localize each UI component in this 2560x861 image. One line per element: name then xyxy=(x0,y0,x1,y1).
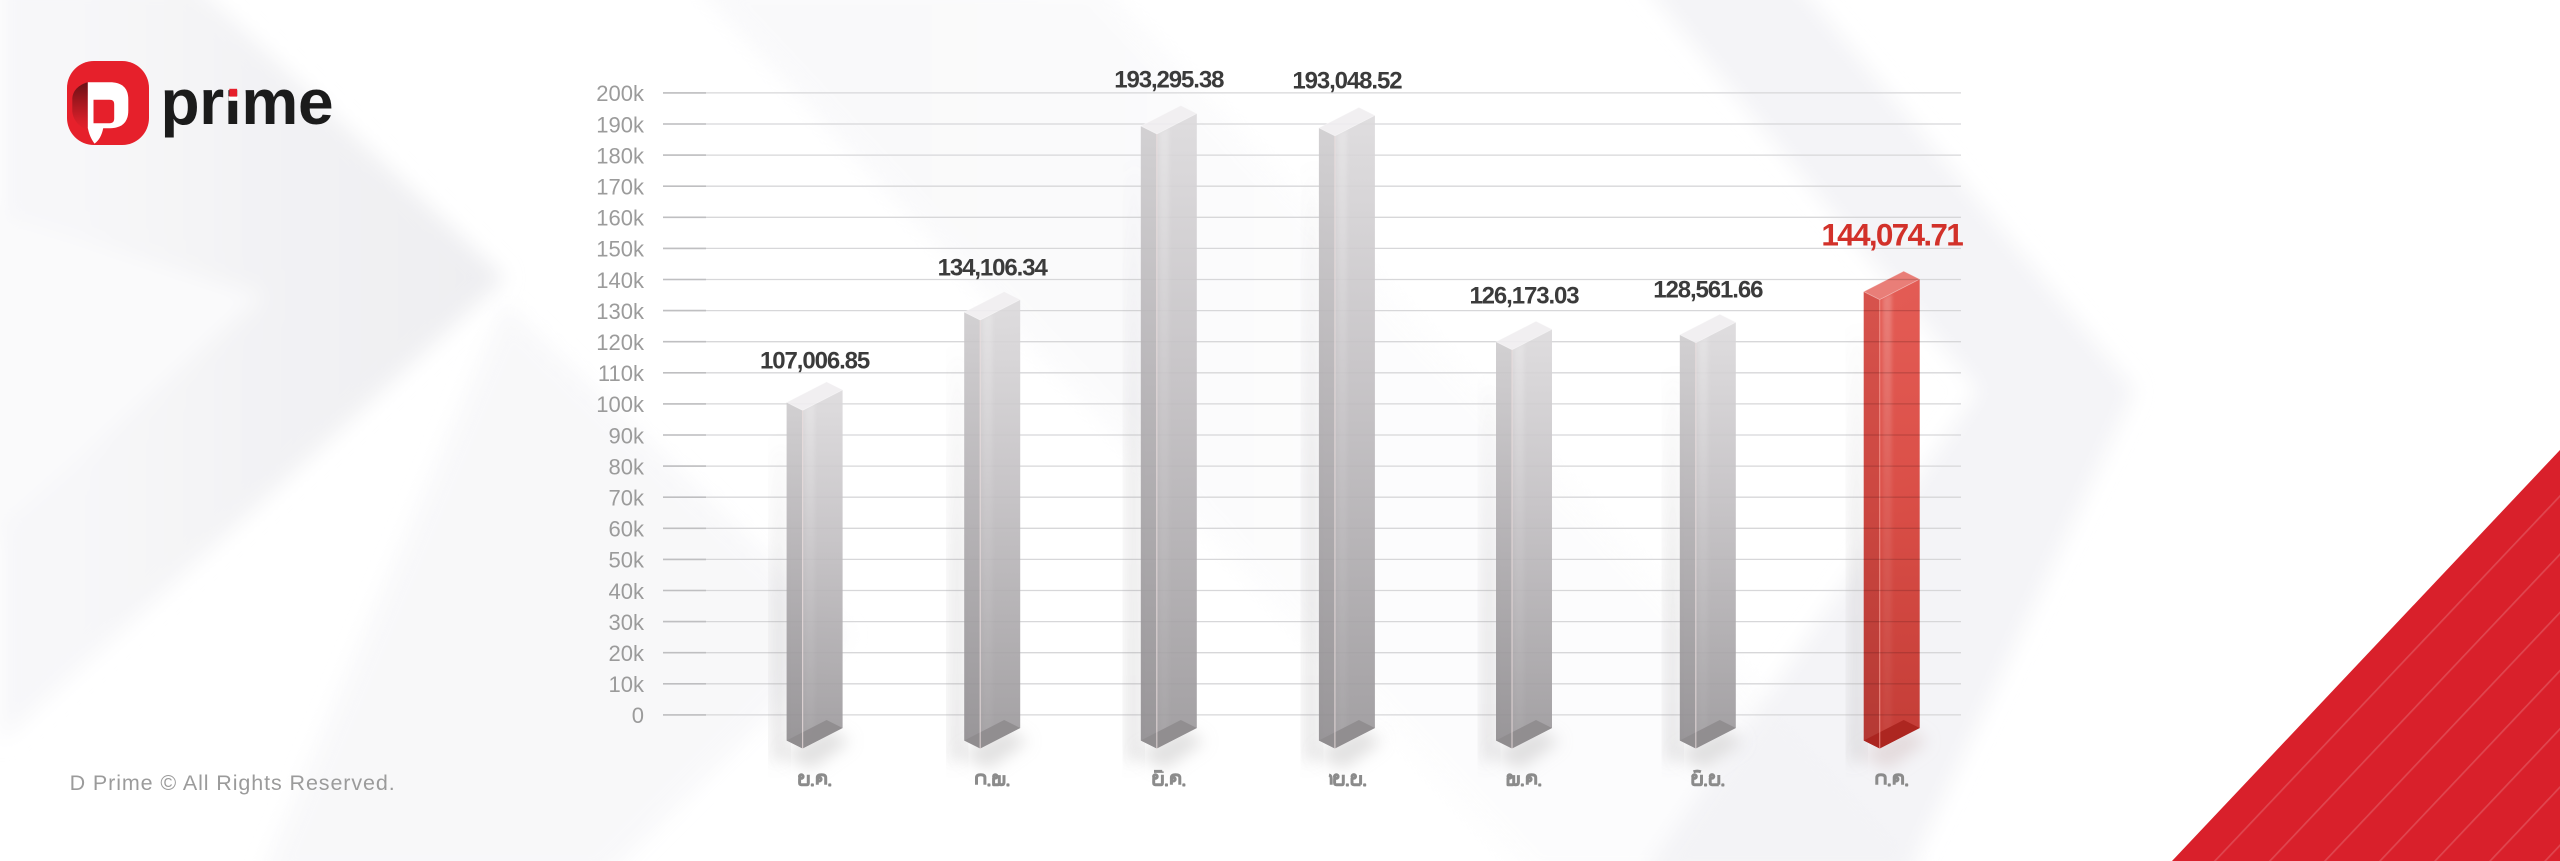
svg-text:128,561.66: 128,561.66 xyxy=(1653,276,1763,303)
svg-text:0: 0 xyxy=(632,703,644,728)
svg-text:130k: 130k xyxy=(596,299,645,324)
svg-text:170k: 170k xyxy=(596,175,645,200)
svg-text:120k: 120k xyxy=(596,330,645,355)
svg-text:140k: 140k xyxy=(596,268,645,293)
svg-text:134,106.34: 134,106.34 xyxy=(938,255,1049,282)
svg-text:193,295.38: 193,295.38 xyxy=(1114,67,1224,94)
svg-text:90k: 90k xyxy=(609,423,645,448)
svg-text:50k: 50k xyxy=(609,548,645,573)
svg-text:190k: 190k xyxy=(596,112,645,137)
svg-text:110k: 110k xyxy=(598,361,645,386)
svg-text:30k: 30k xyxy=(609,610,645,635)
svg-text:20k: 20k xyxy=(609,641,645,666)
svg-text:60k: 60k xyxy=(609,517,645,542)
svg-text:126,173.03: 126,173.03 xyxy=(1469,283,1579,310)
svg-text:80k: 80k xyxy=(609,454,645,479)
svg-text:150k: 150k xyxy=(596,237,645,262)
svg-text:180k: 180k xyxy=(596,143,645,168)
svg-text:D Prime © All Rights Reserved.: D Prime © All Rights Reserved. xyxy=(70,771,396,795)
svg-text:193,048.52: 193,048.52 xyxy=(1292,67,1402,94)
svg-text:100k: 100k xyxy=(596,392,645,417)
svg-text:144,074.71: 144,074.71 xyxy=(1821,217,1963,253)
svg-text:200k: 200k xyxy=(596,81,645,106)
svg-text:107,006.85: 107,006.85 xyxy=(760,347,870,374)
svg-text:10k: 10k xyxy=(609,672,645,697)
svg-text:prıme: prıme xyxy=(161,66,334,138)
svg-text:40k: 40k xyxy=(609,579,645,604)
svg-text:160k: 160k xyxy=(596,206,645,231)
svg-text:70k: 70k xyxy=(609,486,645,511)
